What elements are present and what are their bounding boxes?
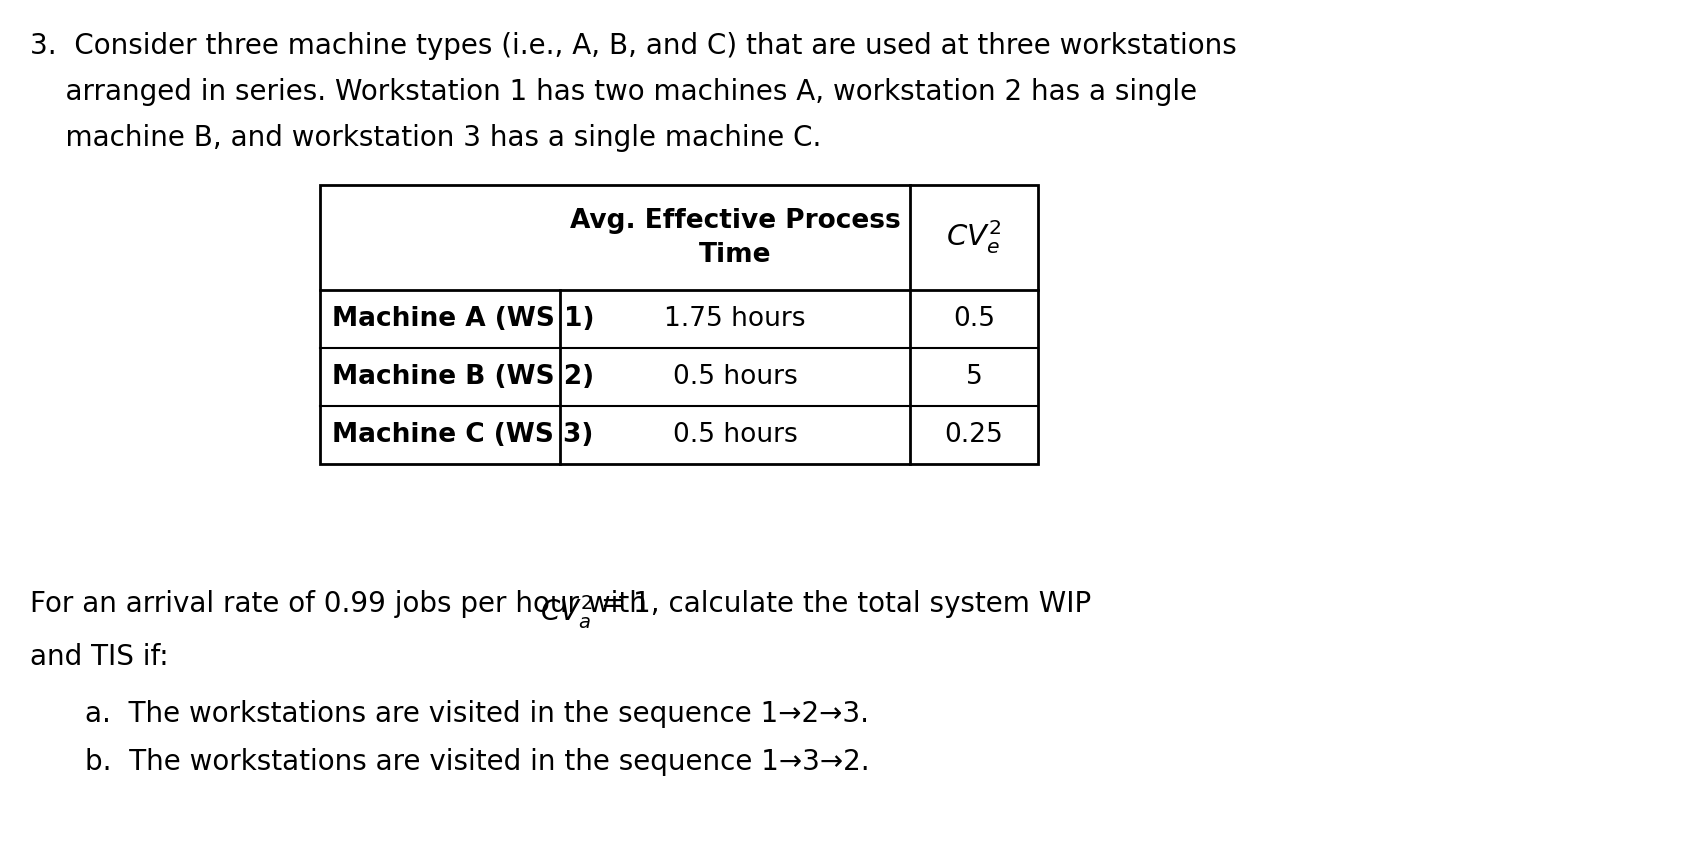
Text: b.  The workstations are visited in the sequence 1→3→2.: b. The workstations are visited in the s…: [85, 748, 870, 776]
Text: Avg. Effective Process
Time: Avg. Effective Process Time: [570, 207, 901, 268]
Text: Machine C (WS 3): Machine C (WS 3): [332, 422, 593, 448]
Text: $CV_a^2$: $CV_a^2$: [541, 593, 593, 631]
Text: 0.5 hours: 0.5 hours: [673, 422, 797, 448]
Text: 5: 5: [966, 364, 983, 390]
Text: arranged in series. Workstation 1 has two machines A, workstation 2 has a single: arranged in series. Workstation 1 has tw…: [31, 78, 1197, 106]
Text: 1.75 hours: 1.75 hours: [665, 306, 806, 332]
Bar: [320, 185, 1039, 464]
Text: 3.  Consider three machine types (i.e., A, B, and C) that are used at three work: 3. Consider three machine types (i.e., A…: [31, 32, 1236, 60]
Text: machine B, and workstation 3 has a single machine C.: machine B, and workstation 3 has a singl…: [31, 124, 821, 152]
Text: a.  The workstations are visited in the sequence 1→2→3.: a. The workstations are visited in the s…: [85, 700, 869, 728]
Text: $CV_e^2$: $CV_e^2$: [947, 218, 1001, 257]
Text: For an arrival rate of 0.99 jobs per hour with: For an arrival rate of 0.99 jobs per hou…: [31, 590, 656, 618]
Text: = 1, calculate the total system WIP: = 1, calculate the total system WIP: [592, 590, 1091, 618]
Text: and TIS if:: and TIS if:: [31, 643, 168, 671]
Text: 0.5 hours: 0.5 hours: [673, 364, 797, 390]
Text: 0.5: 0.5: [954, 306, 994, 332]
Text: Machine B (WS 2): Machine B (WS 2): [332, 364, 593, 390]
Text: Machine A (WS 1): Machine A (WS 1): [332, 306, 595, 332]
Text: 0.25: 0.25: [945, 422, 1003, 448]
